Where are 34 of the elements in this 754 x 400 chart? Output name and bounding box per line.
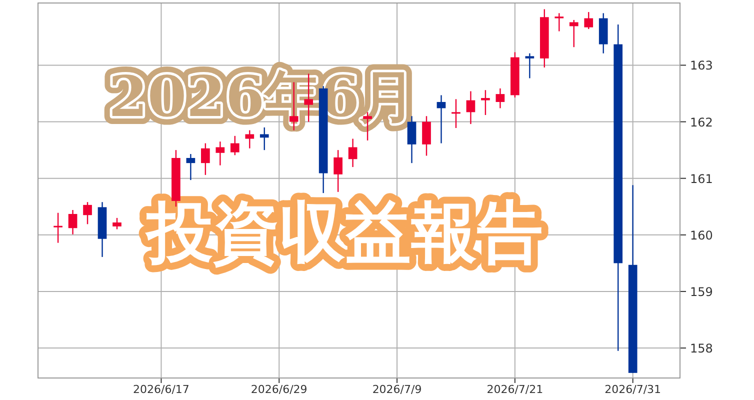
candlestick: [584, 11, 594, 30]
x-tick-label: 2026/6/29: [250, 383, 308, 396]
candlestick: [496, 88, 505, 109]
candlestick: [452, 98, 460, 129]
candlestick: [525, 52, 534, 79]
y-tick-label: 158: [690, 342, 713, 356]
y-tick-label: 163: [690, 58, 713, 73]
x-tick-label: 2026/7/9: [372, 383, 422, 396]
candlestick: [407, 116, 416, 164]
candlestick: [201, 142, 210, 176]
candlestick: [569, 19, 578, 48]
candlestick: [436, 94, 446, 144]
candlestick: [466, 90, 476, 125]
candlestick: [112, 217, 122, 230]
candlestick: [554, 12, 564, 32]
candlestick: [422, 116, 431, 156]
candlestick: [54, 212, 62, 244]
candlestick: [83, 201, 92, 225]
candlestick: [68, 209, 78, 235]
y-tick-label: 161: [690, 172, 713, 186]
x-tick-label: 2026/7/31: [604, 383, 662, 396]
candlestick: [260, 126, 269, 151]
y-tick-label: 159: [690, 284, 713, 299]
y-tick-label: 160: [690, 228, 713, 242]
candlestick: [245, 130, 254, 149]
candlestick: [230, 135, 240, 156]
candlestick: [348, 138, 358, 168]
x-tick-label: 2026/6/17: [133, 383, 190, 396]
candlestick: [334, 149, 342, 193]
y-tick-label: 162: [690, 115, 713, 130]
x-tick-label: 2026/7/21: [486, 383, 544, 396]
candlestick: [481, 90, 490, 116]
candlestick: [186, 153, 196, 181]
candlestick: [216, 140, 225, 166]
